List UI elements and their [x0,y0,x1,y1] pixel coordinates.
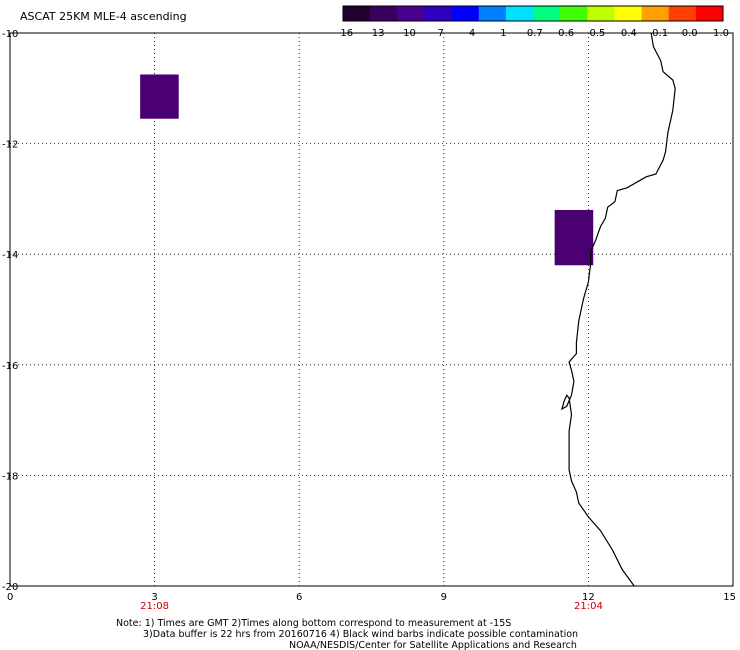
colorbar-segment [587,6,615,21]
colorbar-segment [451,6,480,21]
note-line-1: Note: 1) Times are GMT 2)Times along bot… [116,618,511,629]
x-tick-label: 3 [151,592,157,603]
y-tick-label: -18 [2,471,18,482]
colorbar-segment [478,6,507,21]
colorbar-segment [668,6,697,21]
x-tick-label: 6 [296,592,302,603]
data-cell [554,209,594,266]
colorbar-segment [370,6,398,21]
colorbar-segment [505,6,534,21]
time-labels: 21:08 21:04 [140,601,603,612]
x-tick-label: 0 [7,592,13,603]
x-tick-label: 12 [582,592,595,603]
colorbar-segment [343,6,371,21]
x-axis-ticks: 0 3 6 9 12 15 [7,592,736,603]
data-cells [140,74,594,266]
time-label: 21:04 [574,601,603,612]
colorbar-frame [342,5,724,22]
colorbar-segment [424,6,453,21]
note-line-2: 3)Data buffer is 22 hrs from 20160716 4)… [143,629,578,640]
colorbar-segment [641,6,670,21]
x-tick-label: 9 [441,592,447,603]
y-tick-label: -10 [2,29,18,40]
y-axis-ticks: -10 -12 -14 -16 -18 -20 [2,29,18,593]
colorbar-segment [397,6,425,21]
coastline [560,32,676,587]
y-tick-label: -14 [2,250,18,261]
x-tick-label: 15 [723,592,736,603]
colorbar-segment [695,6,724,21]
y-tick-label: -16 [2,361,18,372]
y-tick-label: -20 [2,582,18,593]
colorbar [342,5,724,22]
colorbar-segment [533,6,561,21]
note-line-3: NOAA/NESDIS/Center for Satellite Applica… [289,640,577,650]
colorbar-segment [560,6,588,21]
plot-area [9,32,734,587]
gridlines [10,33,733,586]
y-tick-label: -12 [2,140,18,151]
plot-frame [9,32,734,587]
colorbar-segment [614,6,643,21]
data-cell [140,74,179,119]
time-label: 21:08 [140,601,169,612]
map-title: ASCAT 25KM MLE-4 ascending [20,10,187,23]
